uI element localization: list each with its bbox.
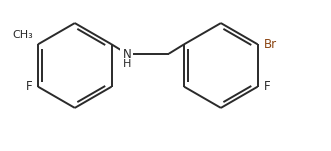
Text: Br: Br — [263, 38, 277, 51]
Text: CH₃: CH₃ — [13, 30, 33, 40]
Text: H: H — [123, 59, 131, 69]
Text: N: N — [122, 48, 131, 61]
Text: F: F — [25, 80, 32, 93]
Text: F: F — [263, 80, 270, 93]
